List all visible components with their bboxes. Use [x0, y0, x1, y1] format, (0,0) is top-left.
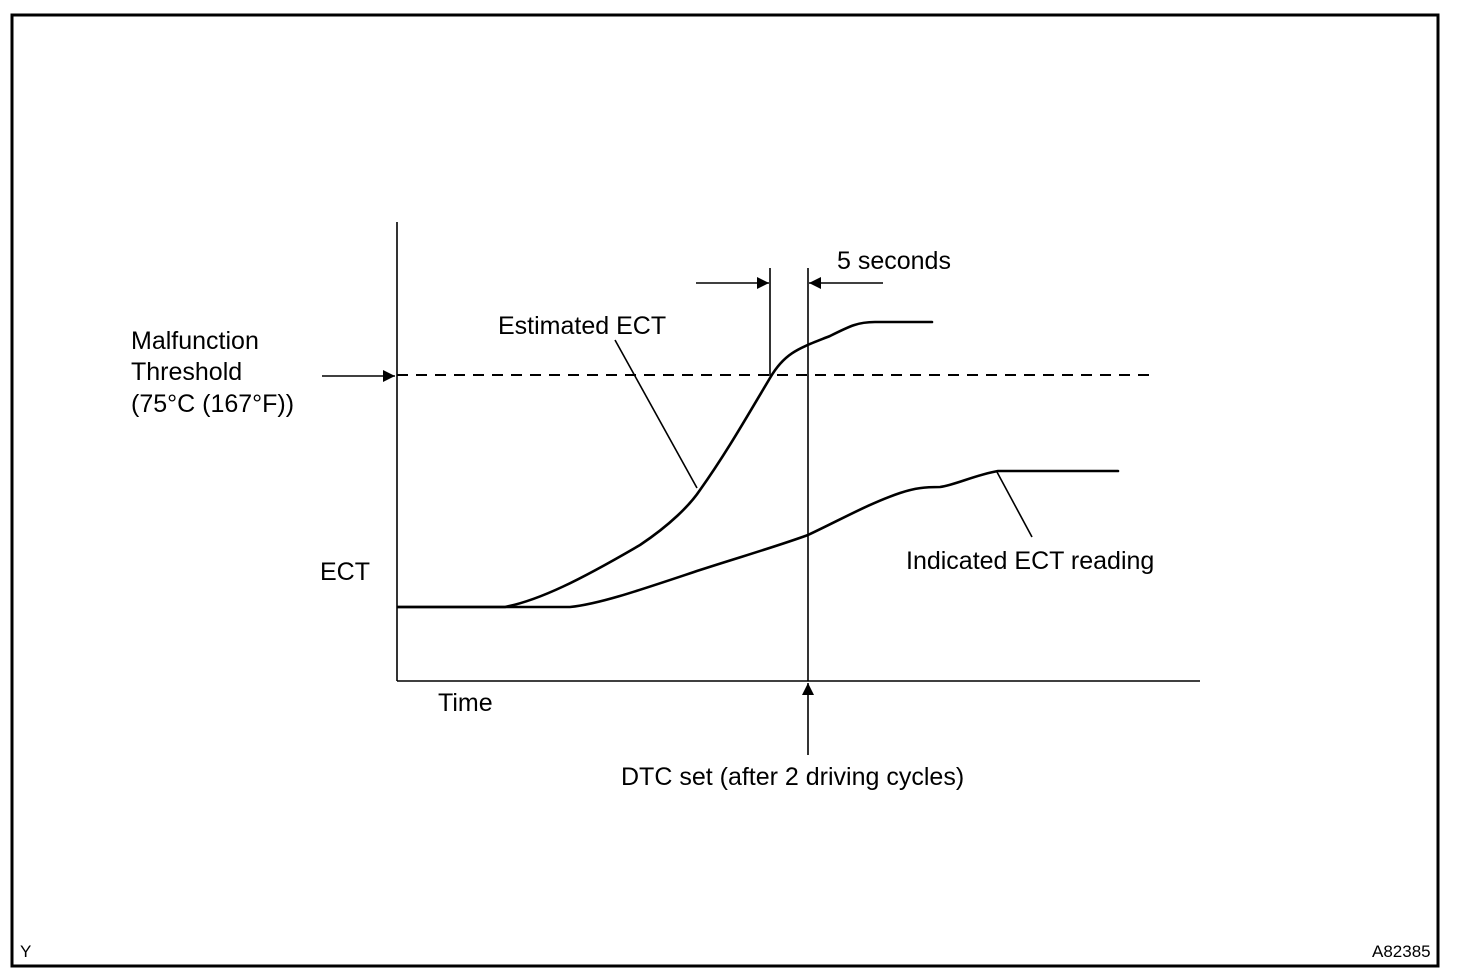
indicated-leader-line — [996, 471, 1033, 538]
interval-label: 5 seconds — [837, 247, 951, 275]
threshold-label-line2: Threshold — [131, 358, 242, 386]
diagram-frame — [10, 13, 1440, 968]
estimated-ect-curve — [396, 320, 934, 609]
y-axis-label: ECT — [320, 558, 370, 586]
estimated-leader-line — [614, 339, 698, 489]
indicated-ect-curve — [396, 469, 1120, 609]
corner-letter: Y — [20, 942, 31, 961]
x-axis-label: Time — [438, 689, 493, 717]
indicated-ect-label: Indicated ECT reading — [906, 547, 1154, 575]
figure-id: A82385 — [1372, 942, 1431, 961]
dtc-set-label: DTC set (after 2 driving cycles) — [621, 763, 964, 791]
estimated-ect-label: Estimated ECT — [498, 312, 666, 340]
threshold-label-line3: (75°C (167°F)) — [131, 390, 294, 418]
threshold-label-line1: Malfunction — [131, 327, 259, 355]
